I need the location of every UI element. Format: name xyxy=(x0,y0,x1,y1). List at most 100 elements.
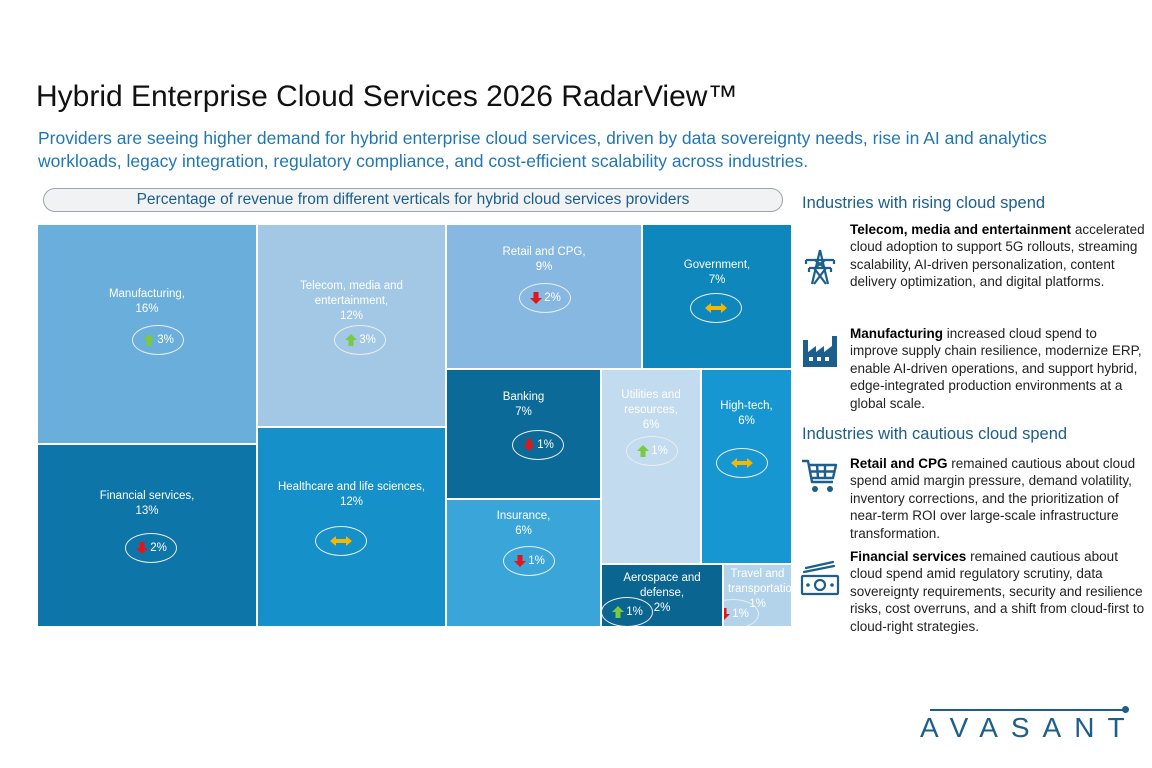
trend-badge: 1% xyxy=(602,597,653,626)
tile-name: Travel and transportation, xyxy=(728,568,792,595)
rising-heading: Industries with rising cloud spend xyxy=(802,194,1046,212)
tile-value: 16% xyxy=(135,303,159,315)
tile-name: High-tech, xyxy=(720,400,773,412)
trend-change: 1% xyxy=(537,439,554,451)
treemap-tile: Government, 7% xyxy=(642,224,792,369)
tile-value: 6% xyxy=(642,419,660,431)
trend-badge xyxy=(690,293,742,323)
up-arrow-icon xyxy=(143,334,156,346)
industry-financial: Financial services remained cautious abo… xyxy=(850,548,1145,635)
industry-manufacturing: Manufacturing increased cloud spend to i… xyxy=(850,325,1145,412)
tile-name: Financial services, xyxy=(99,490,195,502)
tile-label: Travel and transportation,1% xyxy=(724,567,791,612)
down-arrow-icon xyxy=(724,608,731,620)
industry-text: remained cautious about cloud spend amid… xyxy=(850,549,1145,634)
industry-retail: Retail and CPG remained cautious about c… xyxy=(850,455,1145,542)
trend-badge: 1% xyxy=(512,430,564,460)
treemap-tile: Insurance, 6% 1% xyxy=(446,499,601,627)
banknote-icon xyxy=(800,560,840,596)
cautious-heading: Industries with cautious cloud spend xyxy=(802,425,1068,443)
industry-text: increased cloud spend to improve supply … xyxy=(850,326,1142,411)
tile-name: Healthcare and life sciences, xyxy=(277,481,426,493)
avasant-logo: AVASANT xyxy=(920,712,1138,743)
tile-name: Banking xyxy=(502,391,545,403)
tile-label: Retail and CPG, 9% xyxy=(447,245,641,275)
tile-label: Utilities and resources, 6% xyxy=(602,388,700,433)
trend-change: 1% xyxy=(626,606,643,618)
logo-dot xyxy=(1122,706,1129,713)
tile-value: 7% xyxy=(515,406,532,418)
transmission-tower-icon xyxy=(804,249,836,285)
shopping-cart-icon xyxy=(802,459,838,492)
tile-name: Aerospace and defense, xyxy=(623,572,701,599)
trend-change: 1% xyxy=(732,608,749,620)
tile-label: Government, 7% xyxy=(643,258,791,288)
down-arrow-icon xyxy=(530,292,543,304)
flat-arrow-icon xyxy=(329,536,352,546)
treemap-tile: Retail and CPG, 9% 2% xyxy=(446,224,642,369)
down-arrow-icon xyxy=(523,439,536,451)
treemap-tile: Banking 7% 1% xyxy=(446,369,601,499)
tile-name: Telecom, media and entertainment, xyxy=(300,280,403,307)
trend-badge: 3% xyxy=(132,325,184,355)
tile-value: 2% xyxy=(653,602,671,614)
tile-label: Insurance, 6% xyxy=(447,509,600,539)
industry-text: accelerated cloud adoption to support 5G… xyxy=(850,222,1145,290)
trend-change: 1% xyxy=(528,555,545,567)
trend-badge: 2% xyxy=(125,533,177,563)
industry-text: remained cautious about cloud spend amid… xyxy=(850,456,1136,541)
tile-name: Retail and CPG, xyxy=(502,246,586,258)
treemap-tile: Financial services, 13% 2% xyxy=(37,444,257,627)
chart-title: Percentage of revenue from different ver… xyxy=(43,188,783,212)
up-arrow-icon xyxy=(345,334,358,346)
industry-name: Telecom, media and entertainment xyxy=(850,222,1072,237)
tile-label: Healthcare and life sciences, 12% xyxy=(258,480,445,510)
logo-rule xyxy=(930,709,1125,711)
tile-label: Telecom, media and entertainment, 12% xyxy=(258,279,445,324)
trend-badge: 3% xyxy=(334,325,386,355)
tile-value: 12% xyxy=(339,310,364,322)
trend-change: 1% xyxy=(651,445,668,457)
tile-name: Manufacturing, xyxy=(108,288,186,300)
trend-change: 3% xyxy=(359,334,376,346)
down-arrow-icon xyxy=(514,555,527,567)
trend-badge xyxy=(716,448,768,478)
industry-name: Retail and CPG xyxy=(850,456,948,471)
tile-value: 12% xyxy=(339,496,364,508)
treemap-tile: Utilities and resources, 6% 1% xyxy=(601,369,701,564)
trend-badge: 1% xyxy=(503,546,555,576)
treemap-tile: Telecom, media and entertainment, 12% 3% xyxy=(257,224,446,427)
treemap-tile: Travel and transportation,1%1% xyxy=(723,564,792,627)
trend-change: 2% xyxy=(150,542,167,554)
up-arrow-icon xyxy=(637,445,650,457)
tile-value: 6% xyxy=(738,415,755,427)
factory-icon xyxy=(803,336,837,367)
up-arrow-icon xyxy=(612,606,625,618)
treemap-tile: Healthcare and life sciences, 12% xyxy=(257,427,446,627)
trend-badge: 1% xyxy=(626,436,678,466)
flat-arrow-icon xyxy=(730,458,753,468)
tile-label: Banking 7% xyxy=(447,390,600,420)
trend-badge: 1% xyxy=(724,599,759,626)
tile-label: Manufacturing, 16% xyxy=(38,287,256,317)
tile-name: Insurance, xyxy=(496,510,551,522)
tile-value: 13% xyxy=(135,505,159,517)
industry-name: Financial services xyxy=(850,549,967,564)
treemap-tile: Manufacturing, 16% 3% xyxy=(37,224,257,444)
industry-telecom: Telecom, media and entertainment acceler… xyxy=(850,221,1145,291)
tile-value: 7% xyxy=(708,274,726,286)
trend-change: 2% xyxy=(544,292,561,304)
tile-label: High-tech, 6% xyxy=(702,399,791,429)
tile-value: 6% xyxy=(515,525,532,537)
treemap-tile: Aerospace and defense, 2% 1% xyxy=(601,564,723,627)
treemap-tile: High-tech, 6% xyxy=(701,369,792,564)
trend-change: 3% xyxy=(157,334,174,346)
tile-name: Utilities and resources, xyxy=(621,389,681,416)
down-arrow-icon xyxy=(136,542,149,554)
tile-value: 9% xyxy=(535,261,553,273)
trend-badge: 2% xyxy=(519,283,571,313)
industry-name: Manufacturing xyxy=(850,326,943,341)
page-title: Hybrid Enterprise Cloud Services 2026 Ra… xyxy=(36,80,738,113)
tile-label: Financial services, 13% xyxy=(38,489,256,519)
